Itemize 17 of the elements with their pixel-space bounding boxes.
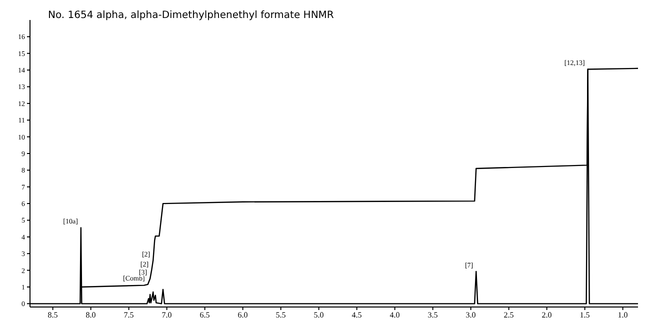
- x-tick-label: 8.5: [48, 310, 58, 320]
- x-tick-label: 6.5: [200, 310, 210, 320]
- x-tick-label: 6.0: [238, 310, 248, 320]
- chart-title: No. 1654 alpha, alpha-Dimethylphenethyl formate HNMR: [48, 10, 334, 21]
- x-tick-label: 7.5: [124, 310, 134, 320]
- x-tick-label: 7.0: [162, 310, 172, 320]
- x-tick-label: 2.5: [504, 310, 514, 320]
- x-tick-label: 5.0: [314, 310, 324, 320]
- x-tick-label: 1.0: [618, 310, 628, 320]
- x-tick-label: 3.0: [466, 310, 476, 320]
- x-tick-label: 3.5: [428, 310, 438, 320]
- x-tick-label: 8.0: [86, 310, 96, 320]
- x-tick-label: 4.5: [352, 310, 362, 320]
- x-tick-label: 5.5: [276, 310, 286, 320]
- x-tick-label: 2.0: [542, 310, 552, 320]
- x-tick-label: 1.5: [580, 310, 590, 320]
- x-tick-label: 4.0: [390, 310, 400, 320]
